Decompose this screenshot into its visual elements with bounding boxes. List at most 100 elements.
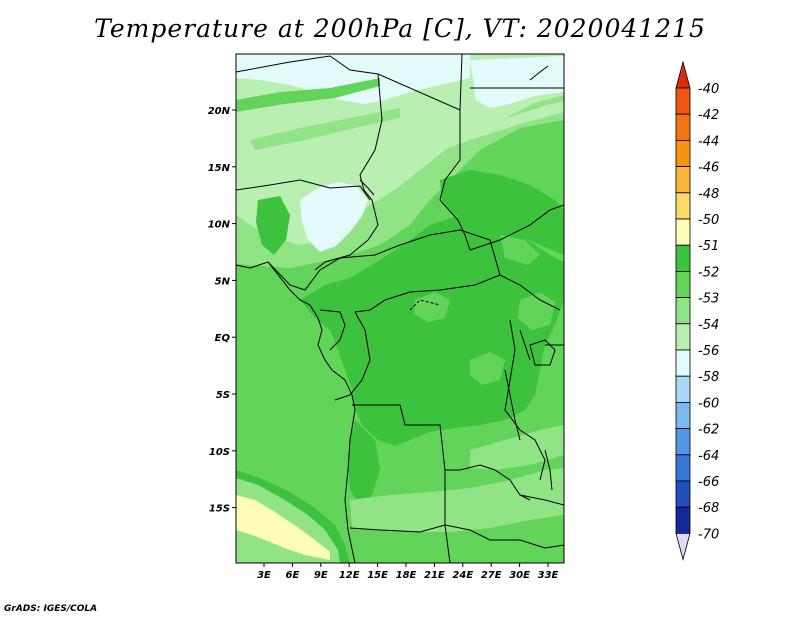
colorbar-label: -60 [698,396,719,411]
region-54-south [350,468,564,532]
colorbar-segment [675,323,691,351]
red-sea-coast [529,65,549,81]
lat-label: 15N [208,163,231,174]
lon-label: 30E [509,570,530,581]
streak-north-2 [250,108,400,150]
colorbar-segment [675,480,691,508]
colorbar-label: -40 [698,82,719,97]
border-namibia-botswana [444,524,451,563]
lat-label: 5N [215,276,231,287]
temperature-field [236,54,564,563]
colorbar-segment [675,375,691,403]
region-52-south-tongue [348,420,380,505]
colorbar-segment [675,349,691,377]
lon-label: 6E [286,570,300,581]
colorbar-bottom-arrow [675,533,691,561]
colorbar-segment [675,270,691,298]
colorbar-label: -42 [698,108,719,123]
region-52-east-lobe [440,170,564,255]
streak-north-1 [236,78,380,112]
lon-label: 3E [257,570,271,581]
lon-label: 18E [396,570,417,581]
colorbar-segment [675,192,691,220]
colorbar-segment [675,297,691,325]
colorbar-segment [675,454,691,482]
patch-53-east-1 [518,292,555,330]
region-54-south-east [470,425,564,470]
nile [359,179,375,196]
border-libya-niger [236,55,379,75]
lat-label: 5S [216,390,230,401]
border-drc-angola [352,404,531,501]
colorbar-label: -50 [698,213,719,228]
border-nigeria-cameroon [267,257,341,291]
latitude-axis: 20N 15N 10N 5N EQ 5S 10S 15S [208,106,236,515]
region-58-north [236,54,470,104]
colorbar-label: -68 [698,501,719,516]
lat-label: 15S [209,504,230,515]
colorbar-label: -44 [698,134,719,149]
colorbar-label: -58 [698,370,719,385]
colorbar-label: -62 [698,423,719,438]
border-ss-drc [499,274,561,311]
region-50-southwest [236,495,330,560]
lon-label: 9E [314,570,328,581]
colorbar-label: -53 [698,292,719,307]
colorbar-segment [675,244,691,272]
colorbar-label: -66 [698,475,719,490]
colorbar-label: -46 [698,161,719,176]
plot-frame [235,53,565,564]
lon-label: 12E [339,570,360,581]
borders [236,54,564,563]
colorbar-segment [675,113,691,141]
border-south-sudan [469,204,564,251]
border-niger-nigeria [236,179,371,201]
lat-label: 10S [209,447,230,458]
footer-credit: GrADS: IGES/COLA [4,604,98,614]
patch-53-center-1 [414,292,450,322]
colorbar-segment [675,218,691,246]
streak-northeast [400,102,564,158]
lat-label: 20N [208,106,231,117]
colorbar-label: -51 [698,239,719,254]
lon-label: 15E [367,570,388,581]
border-zambia-east [519,494,564,506]
lon-label: 21E [424,570,445,581]
border-chad-sudan [439,110,471,251]
colorbar-label: -48 [698,187,719,202]
region-52-west-lobe [256,196,290,255]
colorbar-top-arrow [675,60,691,89]
region-58-northeast [470,56,564,108]
region-52-central [300,215,564,446]
lat-label: 10N [208,220,231,231]
river-congo [409,299,441,311]
colorbar-segment [675,506,691,534]
border-drc-east [504,319,546,481]
colorbar-segment [675,87,691,115]
lake-albert [519,329,531,361]
lat-label: EQ [215,333,231,344]
lon-label: 33E [538,570,559,581]
border-gabon [319,309,346,351]
colorbar-label: -64 [698,449,719,464]
colorbar: -40 -42 -44 -46 -48 -50 -51 -52 -53 -54 -56 -58 -60 -… [675,60,719,561]
colorbar-label: -56 [698,344,719,359]
colorbar-label: -52 [698,265,719,280]
colorbar-segment [675,401,691,429]
lake-malawi [544,449,553,491]
colorbar-segment [675,428,691,456]
lon-label: 24E [452,570,473,581]
chart-title: Temperature at 200hPa [C], VT: 202004121… [94,14,706,43]
border-angola-namibia [349,524,446,533]
colorbar-label: -54 [698,318,719,333]
lake-tanganyika [504,369,521,441]
border-zimbabwe [490,539,564,549]
patch-53-center-2 [470,352,505,385]
colorbar-segment [675,166,691,194]
region-51-inner [236,530,300,563]
lake-victoria [529,339,556,366]
coastline-west [236,261,356,563]
colorbar-segment [675,139,691,167]
patch-53-east-2 [500,235,540,265]
